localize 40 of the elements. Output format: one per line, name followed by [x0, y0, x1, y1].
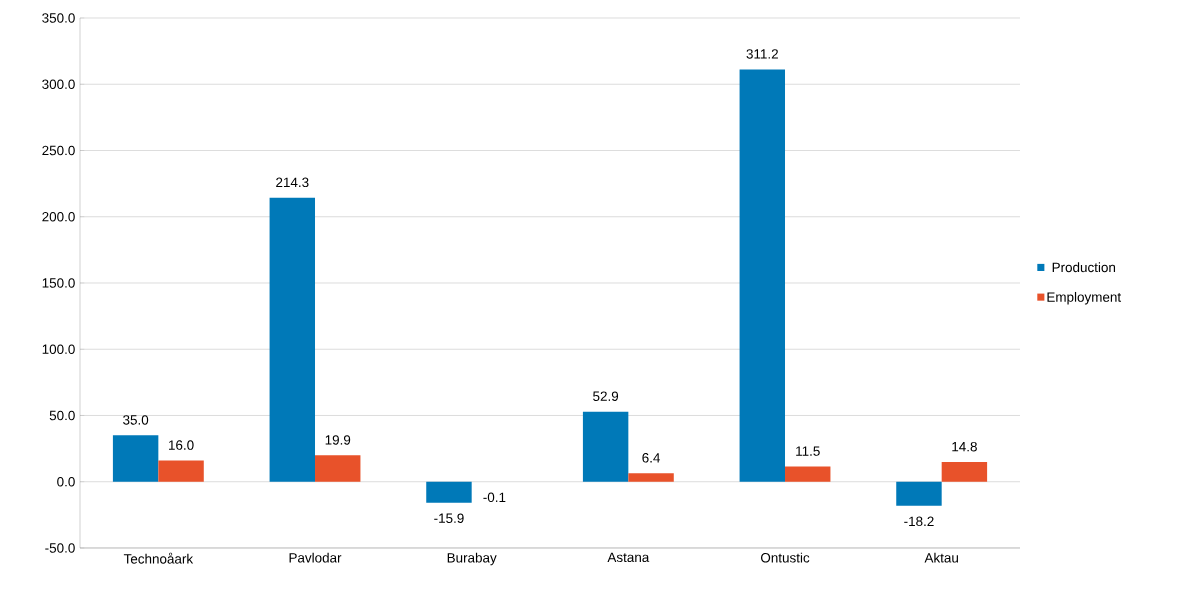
data-label: 35.0 — [123, 415, 149, 425]
bar — [315, 455, 361, 482]
y-tick-label: 0.0 — [57, 476, 75, 487]
bar — [112, 435, 159, 482]
bar — [785, 466, 831, 482]
data-label: 19.9 — [325, 435, 351, 445]
y-tick-label: 250.0 — [42, 145, 75, 156]
data-label: 214.3 — [276, 177, 309, 188]
data-label: 52.9 — [593, 391, 619, 401]
x-tick-label: Astana — [607, 552, 650, 563]
bar — [158, 460, 204, 482]
bar — [269, 197, 316, 482]
data-label: 6.4 — [642, 453, 661, 463]
data-label: -15.9 — [434, 513, 464, 523]
data-label: -18.2 — [904, 516, 934, 527]
y-tick-label: 50.0 — [49, 410, 75, 421]
y-tick-label: 300.0 — [42, 79, 75, 89]
legend-label: Employment — [1047, 291, 1122, 305]
data-label: 11.5 — [796, 446, 820, 456]
bar — [941, 462, 988, 482]
y-tick-label: 150.0 — [42, 278, 75, 288]
legend-label: Production — [1052, 262, 1116, 273]
x-tick-label: Aktau — [924, 552, 958, 563]
y-tick-label: -50.0 — [45, 543, 75, 553]
y-tick-label: 200.0 — [42, 211, 75, 222]
data-label: 14.8 — [952, 441, 977, 452]
x-tick-label: Pavlodar — [289, 552, 342, 563]
data-label: 16.0 — [169, 440, 194, 450]
bar — [739, 69, 786, 482]
y-tick-label: 100.0 — [42, 344, 75, 354]
bar — [582, 411, 629, 482]
x-tick-label: Ontustic — [760, 552, 810, 563]
data-label: 311.2 — [746, 49, 778, 59]
x-tick-label: Burabay — [447, 552, 497, 566]
bar — [426, 481, 472, 503]
bar — [896, 481, 942, 506]
x-tick-label: Technoåark — [123, 552, 194, 564]
bar — [628, 473, 674, 482]
y-tick-label: 350.0 — [42, 13, 75, 23]
data-label: -0.1 — [483, 492, 506, 503]
